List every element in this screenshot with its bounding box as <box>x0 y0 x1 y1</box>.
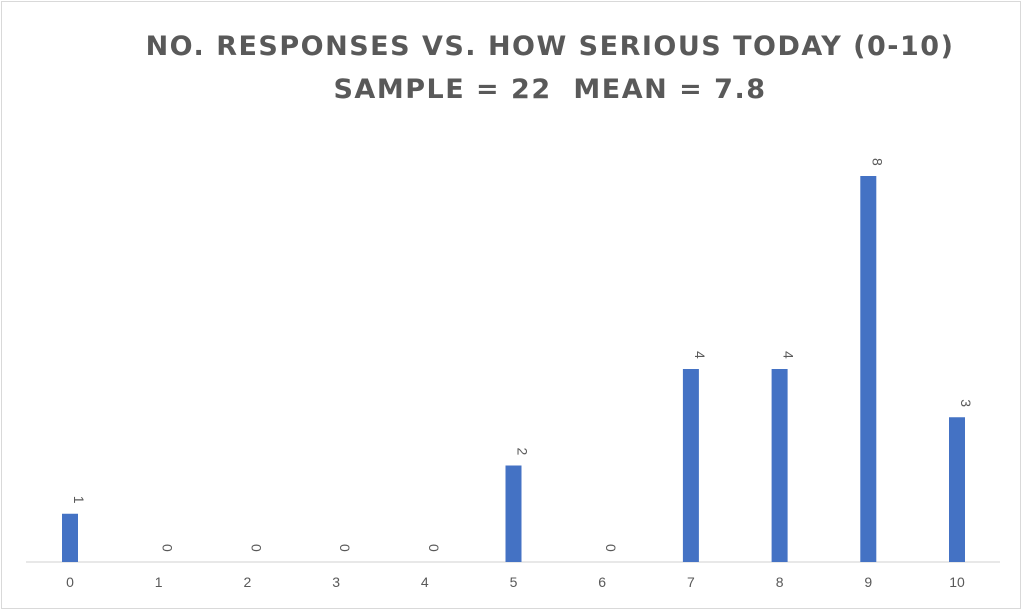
x-tick-label-4: 4 <box>421 574 429 590</box>
bar-7 <box>682 369 699 562</box>
data-label-9: 8 <box>869 158 885 166</box>
x-tick-label-7: 7 <box>687 574 695 590</box>
x-tick-label-8: 8 <box>776 574 784 590</box>
bar-5 <box>505 465 522 562</box>
bar-10 <box>949 417 965 562</box>
data-label-3: 0 <box>337 544 353 552</box>
x-tick-label-1: 1 <box>155 574 163 590</box>
data-label-7: 4 <box>692 351 708 359</box>
data-label-2: 0 <box>248 544 264 552</box>
bar-9 <box>860 176 877 562</box>
data-label-8: 4 <box>781 351 797 359</box>
x-tick-label-9: 9 <box>864 574 872 590</box>
x-tick-label-3: 3 <box>332 574 340 590</box>
data-label-5: 2 <box>515 448 531 456</box>
data-label-10: 3 <box>958 399 974 407</box>
chart-title-line-1: NO. RESPONSES VS. HOW SERIOUS TODAY (0-1… <box>145 31 955 62</box>
x-tick-label-5: 5 <box>510 574 518 590</box>
x-tick-label-10: 10 <box>949 574 965 590</box>
bar-8 <box>771 369 788 562</box>
x-tick-label-0: 0 <box>66 574 74 590</box>
data-label-1: 0 <box>160 544 176 552</box>
chart-title-line-2: SAMPLE = 22 MEAN = 7.8 <box>333 74 767 105</box>
x-tick-label-6: 6 <box>598 574 606 590</box>
x-tick-label-2: 2 <box>244 574 252 590</box>
data-label-4: 0 <box>426 544 442 552</box>
data-label-6: 0 <box>603 544 619 552</box>
bar-0 <box>62 513 78 562</box>
data-label-0: 1 <box>71 496 87 504</box>
